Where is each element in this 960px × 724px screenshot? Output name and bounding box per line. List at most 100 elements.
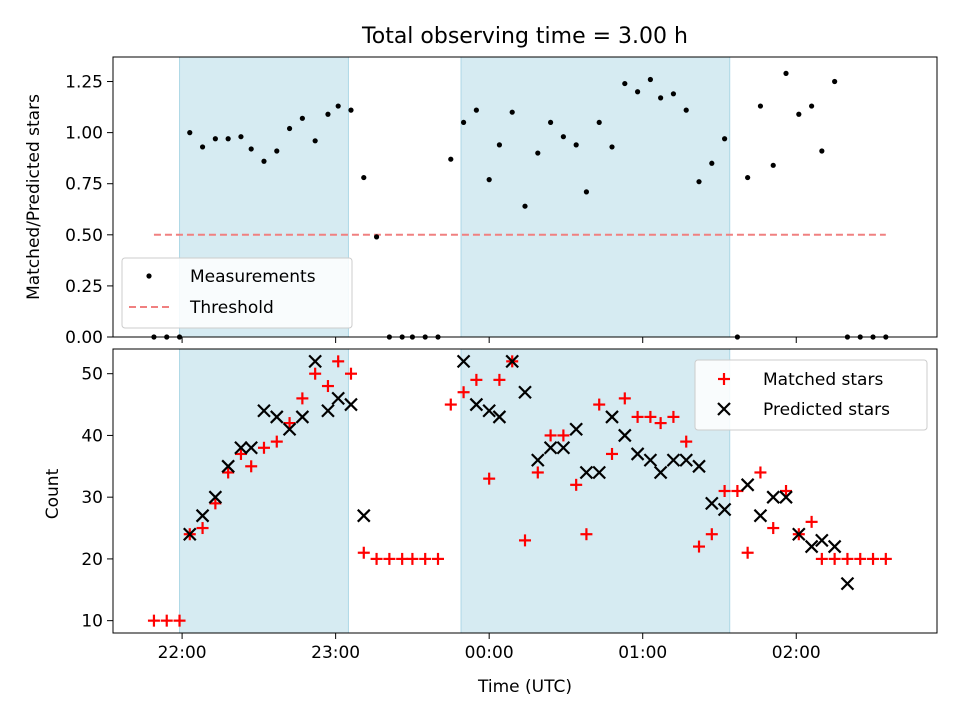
matched-star-point — [344, 367, 357, 380]
measurement-point — [709, 160, 715, 166]
measurement-point — [696, 179, 702, 185]
predicted-star-point — [469, 397, 484, 412]
matched-star-point — [457, 386, 470, 399]
top-y-tick-label: 0.50 — [65, 226, 103, 246]
matched-star-point — [470, 373, 483, 386]
bottom-x-ticks: 22:00 23:00 00:00 01:00 02:00 — [158, 633, 821, 663]
predicted-star-point — [234, 441, 248, 455]
legend-marker-predicted — [717, 402, 731, 416]
matched-star-point — [257, 441, 270, 454]
measurement-point — [745, 174, 751, 181]
top-y-tick-label: 0.75 — [65, 175, 103, 195]
measurement-point — [448, 156, 454, 162]
measurement-point — [573, 142, 579, 148]
predicted-star-point — [618, 428, 632, 443]
matched-star-point — [780, 485, 793, 497]
matched-star-point — [593, 398, 606, 411]
predicted-star-point — [244, 441, 258, 455]
matched-star-point — [667, 410, 680, 423]
predicted-star-point — [221, 459, 235, 474]
bottom-legend-box — [694, 359, 928, 431]
x-tick-label: 01:00 — [618, 643, 667, 663]
bottom-y-tick-label: 20 — [81, 550, 103, 570]
measurement-point — [832, 78, 838, 85]
matched-star-point — [841, 552, 854, 565]
predicted-star-point — [705, 496, 719, 511]
matched-star-point — [406, 552, 419, 565]
predicted-star-point — [653, 465, 668, 480]
measurement-point — [596, 119, 602, 126]
matched-star-point — [173, 614, 186, 627]
predicted-star-point — [605, 410, 619, 424]
measurement-point — [796, 111, 802, 117]
legend-label-threshold: Threshold — [189, 298, 274, 318]
predicted-star-point — [492, 410, 507, 424]
measurement-point — [325, 111, 331, 117]
top-shaded-intervals — [179, 56, 731, 338]
predicted-star-point — [753, 508, 768, 523]
measurement-point — [187, 130, 193, 136]
matched-star-point — [383, 552, 396, 565]
matched-star-point — [483, 472, 496, 485]
measurement-point — [261, 158, 267, 164]
top-y-axis-label: Matched/Predicted stars — [24, 94, 44, 300]
predicted-star-point — [344, 397, 358, 412]
legend-label-measurements: Measurements — [190, 267, 316, 287]
measurement-point — [212, 136, 218, 142]
matched-star-point — [396, 552, 409, 565]
measurement-point — [658, 95, 664, 101]
matched-star-point — [693, 540, 706, 553]
measurement-point — [373, 234, 380, 240]
predicted-star-point — [827, 539, 842, 554]
top-y-tick-label: 0.25 — [65, 277, 103, 297]
legend-marker-matched — [718, 373, 730, 385]
matched-star-point — [431, 552, 444, 565]
matched-star-point — [767, 522, 780, 535]
predicted-star-point — [815, 533, 829, 548]
measurement-point — [770, 162, 776, 168]
predicted-star-point — [295, 410, 310, 424]
matched-star-point — [296, 392, 309, 405]
matched-star-point — [731, 485, 744, 497]
bottom-legend: Matched stars Predicted stars — [694, 359, 928, 431]
chart-title: Total observing time = 3.00 h — [361, 24, 688, 49]
predicted-star-point — [804, 539, 819, 554]
predicted-star-point — [269, 410, 284, 424]
measurement-point — [670, 91, 677, 97]
measurement-point — [547, 119, 554, 126]
x-tick-label: 22:00 — [158, 643, 207, 663]
matched-star-point — [519, 534, 531, 547]
measurement-point — [560, 134, 566, 140]
matched-star-point — [570, 478, 583, 491]
bottom-y-axis-label: Count — [43, 468, 63, 519]
matched-star-point — [209, 497, 222, 510]
measurement-point — [622, 80, 628, 87]
measurement-point — [683, 107, 689, 113]
top-y-tick-label: 1.00 — [65, 124, 103, 144]
predicted-star-point — [630, 447, 645, 461]
bottom-panel: 10 20 30 40 50 22:00 23:00 00:00 01:00 02:00 Tim… — [43, 348, 938, 697]
bottom-shaded-interval-1 — [460, 348, 731, 634]
measurement-point — [225, 136, 231, 142]
predicted-star-point — [357, 508, 371, 523]
matched-star-point — [854, 552, 867, 565]
bottom-y-tick-label: 10 — [81, 612, 103, 632]
matched-star-point — [321, 380, 334, 393]
predicted-star-point — [643, 453, 658, 467]
predicted-star-point — [692, 459, 706, 474]
measurement-point — [486, 177, 492, 183]
measurement-point — [722, 136, 728, 142]
matched-star-point — [160, 614, 173, 627]
matched-star-point — [493, 373, 506, 386]
matched-star-point — [370, 552, 383, 565]
top-y-tick-label: 0.00 — [65, 328, 103, 348]
matched-star-point — [644, 410, 657, 423]
matched-star-point — [618, 392, 631, 405]
predicted-star-point — [792, 527, 806, 541]
matched-star-point — [828, 552, 841, 565]
predicted-star-point — [331, 391, 345, 406]
measurement-point — [509, 109, 515, 115]
matched-star-point — [234, 447, 247, 460]
predicted-star-point — [505, 354, 519, 369]
